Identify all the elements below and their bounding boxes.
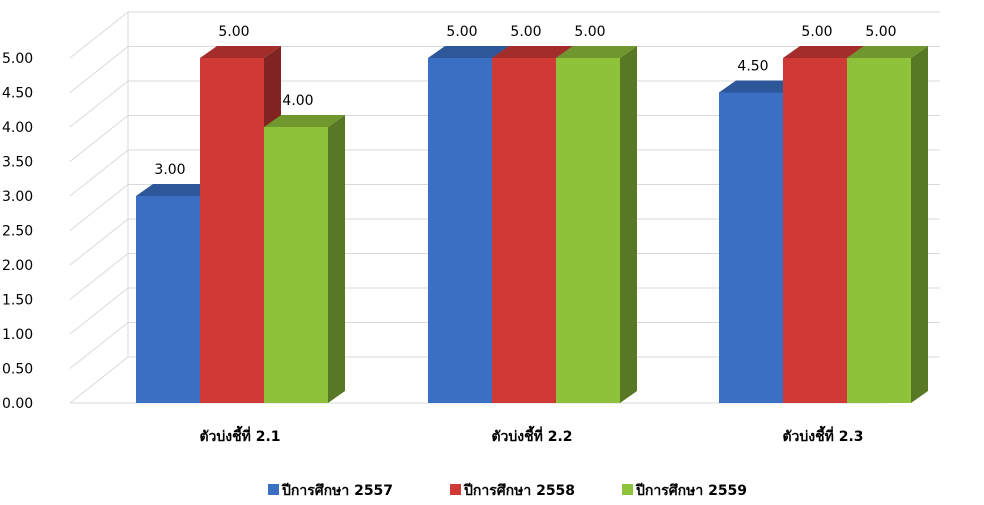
gridline-side bbox=[69, 218, 129, 266]
data-label: 5.00 bbox=[574, 24, 605, 40]
legend-label: ปีการศึกษา 2559 bbox=[635, 482, 748, 499]
data-labels: 3.00 5.00 4.00 5.00 5.00 5.00 4.50 5.00 5.00 bbox=[154, 24, 896, 178]
legend-swatch bbox=[450, 484, 461, 495]
bar-top bbox=[136, 184, 217, 196]
y-tick-label: 5.00 bbox=[2, 51, 33, 67]
category-label: ตัวบ่งชี้ที่ 2.2 bbox=[491, 425, 572, 445]
gridline-side bbox=[69, 356, 129, 404]
data-label: 4.00 bbox=[282, 93, 313, 109]
y-tick-label: 1.50 bbox=[2, 293, 33, 309]
bar-front bbox=[719, 92, 783, 403]
gridline-side bbox=[69, 322, 129, 369]
data-label: 5.00 bbox=[446, 24, 477, 40]
category-label: ตัวบ่งชี้ที่ 2.3 bbox=[782, 425, 863, 445]
gridline-side bbox=[69, 46, 129, 93]
y-axis: 0.00 0.50 1.00 1.50 2.00 2.50 3.00 3.50 4.00 4.50… bbox=[2, 51, 33, 412]
data-label: 4.50 bbox=[737, 59, 768, 75]
gridline-side bbox=[69, 253, 129, 300]
gridline-side bbox=[69, 80, 129, 128]
y-tick-label: 3.00 bbox=[2, 189, 33, 205]
data-label: 3.00 bbox=[154, 162, 185, 178]
legend-swatch bbox=[622, 484, 633, 495]
legend-label: ปีการศึกษา 2557 bbox=[281, 482, 394, 499]
y-tick-label: 2.00 bbox=[2, 258, 33, 274]
gridline-side bbox=[69, 149, 129, 197]
data-label: 5.00 bbox=[218, 24, 249, 40]
bar-front bbox=[264, 127, 328, 403]
legend-item: ปีการศึกษา 2559 bbox=[622, 482, 747, 499]
bar bbox=[847, 46, 928, 403]
bar-top bbox=[719, 80, 800, 93]
data-label: 5.00 bbox=[801, 24, 832, 40]
bar-side bbox=[620, 46, 637, 403]
bar-front bbox=[492, 58, 556, 403]
bar-top bbox=[783, 46, 864, 58]
bar bbox=[556, 46, 637, 403]
bar-front bbox=[428, 58, 492, 403]
gridline-side bbox=[69, 184, 129, 231]
bar-top bbox=[428, 46, 509, 58]
bar-top bbox=[492, 46, 573, 58]
y-tick-label: 4.00 bbox=[2, 120, 33, 136]
y-tick-label: 2.50 bbox=[2, 224, 33, 240]
legend: ปีการศึกษา 2557 ปีการศึกษา 2558 ปีการศึกษา… bbox=[268, 482, 747, 499]
gridline-side bbox=[69, 287, 129, 335]
category-label: ตัวบ่งชี้ที่ 2.1 bbox=[199, 425, 280, 445]
y-tick-label: 3.50 bbox=[2, 155, 33, 171]
legend-item: ปีการศึกษา 2558 bbox=[450, 482, 575, 499]
data-label: 5.00 bbox=[865, 24, 896, 40]
legend-label: ปีการศึกษา 2558 bbox=[463, 482, 576, 499]
data-label: 5.00 bbox=[510, 24, 541, 40]
bars bbox=[136, 46, 928, 403]
bar-front bbox=[783, 58, 847, 403]
bar-top bbox=[200, 46, 281, 58]
bar-side bbox=[328, 115, 345, 403]
bar-front bbox=[556, 58, 620, 403]
bar-top bbox=[264, 115, 345, 127]
bar-top bbox=[556, 46, 637, 58]
bar-front bbox=[200, 58, 264, 403]
y-tick-label: 1.00 bbox=[2, 327, 33, 343]
legend-item: ปีการศึกษา 2557 bbox=[268, 482, 393, 499]
y-tick-label: 0.00 bbox=[2, 396, 33, 412]
x-axis: ตัวบ่งชี้ที่ 2.1 ตัวบ่งชี้ที่ 2.2 ตัวบ่งชี… bbox=[199, 425, 863, 445]
bar-front bbox=[847, 58, 911, 403]
bar bbox=[264, 115, 345, 403]
gridline-side bbox=[69, 115, 129, 162]
y-tick-label: 0.50 bbox=[2, 362, 33, 378]
y-tick-label: 4.50 bbox=[2, 86, 33, 102]
bar-front bbox=[136, 196, 200, 403]
legend-swatch bbox=[268, 484, 279, 495]
bar-side bbox=[911, 46, 928, 403]
bar-top bbox=[847, 46, 928, 58]
gridline-side bbox=[69, 11, 129, 59]
